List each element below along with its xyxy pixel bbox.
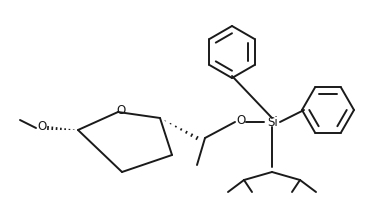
Text: O: O bbox=[37, 121, 46, 133]
Text: Si: Si bbox=[267, 116, 279, 128]
Text: O: O bbox=[116, 104, 126, 118]
Text: O: O bbox=[236, 114, 246, 128]
